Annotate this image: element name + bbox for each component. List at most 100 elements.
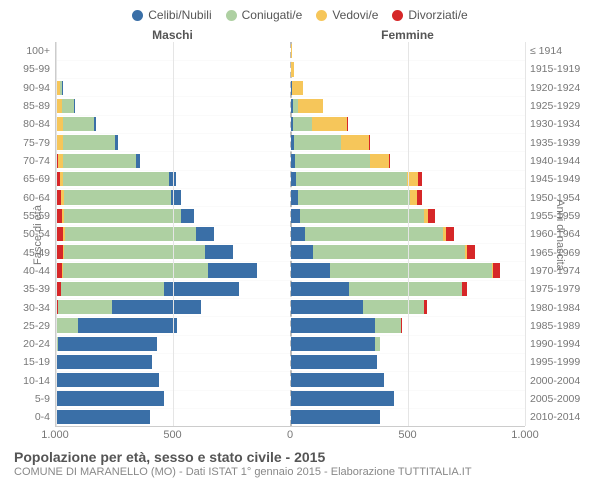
x-tick: 500 — [398, 429, 416, 441]
gridline — [173, 42, 174, 426]
age-tick: 0-4 — [35, 409, 50, 427]
chart-canvas — [55, 42, 525, 427]
segment-single — [94, 117, 96, 131]
age-tick: 75-79 — [23, 134, 50, 152]
segment-single — [56, 355, 152, 369]
pyramid-row — [56, 389, 525, 407]
age-tick: 25-29 — [23, 317, 50, 335]
segment-married — [61, 282, 164, 296]
segment-single — [56, 373, 159, 387]
segment-single — [291, 410, 380, 424]
segment-single — [164, 282, 239, 296]
segment-single — [291, 355, 378, 369]
birth-tick: 2000-2004 — [530, 372, 580, 390]
segment-married — [294, 135, 341, 149]
segment-single — [115, 135, 119, 149]
pyramid-row — [56, 243, 525, 261]
segment-single — [112, 300, 201, 314]
segment-married — [375, 337, 380, 351]
pyramid-row — [56, 133, 525, 151]
birth-tick: 1990-1994 — [530, 335, 580, 353]
segment-married — [363, 300, 424, 314]
segment-widowed — [292, 81, 303, 95]
pyramid-row — [56, 42, 525, 60]
segment-divorced — [418, 172, 422, 186]
birth-tick: 1995-1999 — [530, 354, 580, 372]
pyramid-row — [56, 115, 525, 133]
segment-divorced — [424, 300, 427, 314]
pyramid-row — [56, 60, 525, 78]
x-axis: 1.00050005001.000 — [10, 429, 590, 443]
segment-married — [64, 190, 172, 204]
segment-married — [300, 209, 424, 223]
birth-tick: 2005-2009 — [530, 390, 580, 408]
segment-married — [63, 117, 93, 131]
segment-divorced — [428, 209, 435, 223]
segment-married — [330, 263, 492, 277]
segment-single — [291, 263, 331, 277]
segment-divorced — [446, 227, 454, 241]
widowed-swatch — [316, 10, 327, 21]
segment-divorced — [347, 117, 348, 131]
segment-divorced — [467, 245, 475, 259]
segment-married — [65, 227, 196, 241]
segment-single — [291, 300, 364, 314]
pyramid-row — [56, 408, 525, 426]
birth-tick: 1945-1949 — [530, 170, 580, 188]
segment-widowed — [291, 62, 294, 76]
male-header: Maschi — [55, 28, 290, 42]
x-tick: 1.000 — [41, 429, 69, 441]
pyramid-row — [56, 170, 525, 188]
segment-single — [291, 282, 350, 296]
segment-married — [293, 117, 312, 131]
birth-tick: 1980-1984 — [530, 299, 580, 317]
age-tick: 70-74 — [23, 152, 50, 170]
segment-married — [296, 172, 406, 186]
x-tick: 0 — [287, 429, 293, 441]
x-tick: 1.000 — [511, 429, 539, 441]
age-tick: 35-39 — [23, 280, 50, 298]
segment-single — [208, 263, 257, 277]
gridline — [525, 42, 526, 426]
segment-widowed — [298, 99, 324, 113]
birth-tick: 1920-1924 — [530, 79, 580, 97]
birth-tick: 1935-1939 — [530, 134, 580, 152]
segment-divorced — [401, 318, 402, 332]
pyramid-row — [56, 225, 525, 243]
segment-married — [58, 300, 112, 314]
segment-divorced — [56, 245, 63, 259]
gender-headers: Maschi Femmine — [10, 28, 590, 42]
segment-married — [313, 245, 465, 259]
pyramid-row — [56, 298, 525, 316]
gridline — [56, 42, 57, 426]
pyramid-row — [56, 207, 525, 225]
segment-single — [291, 190, 298, 204]
segment-divorced — [462, 282, 467, 296]
segment-married — [295, 154, 370, 168]
age-tick: 10-14 — [23, 372, 50, 390]
segment-single — [62, 81, 63, 95]
segment-single — [291, 318, 375, 332]
segment-single — [74, 99, 75, 113]
pyramid-row — [56, 97, 525, 115]
segment-married — [62, 99, 74, 113]
footer: Popolazione per età, sesso e stato civil… — [10, 449, 590, 478]
pyramid-row — [56, 79, 525, 97]
segment-divorced — [389, 154, 391, 168]
age-tick: 80-84 — [23, 115, 50, 133]
gridline — [408, 42, 409, 426]
segment-married — [63, 172, 169, 186]
segment-single — [205, 245, 233, 259]
population-pyramid: Celibi/NubiliConiugati/eVedovi/eDivorzia… — [0, 0, 600, 500]
chart-title: Popolazione per età, sesso e stato civil… — [14, 449, 590, 465]
segment-single — [291, 373, 385, 387]
birth-tick: 1915-1919 — [530, 60, 580, 78]
age-tick: 90-94 — [23, 79, 50, 97]
segment-divorced — [493, 263, 500, 277]
segment-single — [196, 227, 214, 241]
segment-married — [57, 318, 78, 332]
segment-single — [136, 154, 141, 168]
legend-item-single: Celibi/Nubili — [132, 8, 211, 22]
legend-label: Coniugati/e — [242, 8, 303, 22]
legend-item-widowed: Vedovi/e — [316, 8, 378, 22]
